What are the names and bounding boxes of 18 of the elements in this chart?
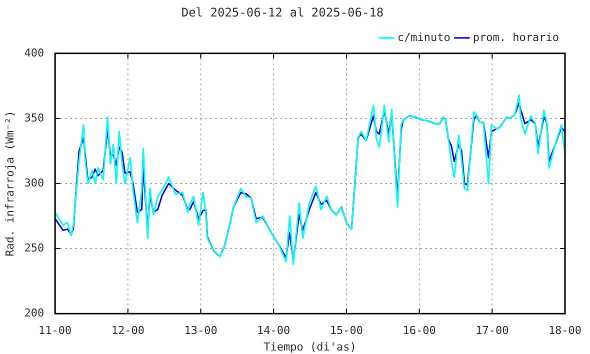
- y-tick-label: 250: [24, 241, 44, 254]
- y-tick-label: 350: [24, 111, 44, 124]
- x-tick-label: 17-00: [476, 324, 509, 338]
- chart-title: Del 2025-06-12 al 2025-06-18: [181, 5, 384, 20]
- x-tick-label: 18-00: [548, 324, 582, 338]
- x-tick-label: 11-00: [38, 324, 72, 338]
- y-tick-label: 200: [24, 306, 44, 320]
- legend-label: prom. horario: [472, 30, 559, 44]
- y-axis-title: Rad. infrarroja (Wm⁻²): [3, 110, 16, 256]
- y-tick-label: 400: [24, 46, 44, 60]
- x-axis-title: Tiempo (di'as): [264, 340, 356, 354]
- y-tick-label: 300: [24, 176, 44, 190]
- x-tick-label: 15-00: [330, 324, 364, 338]
- x-tick-label: 16-00: [402, 324, 436, 338]
- x-tick-label: 13-00: [184, 324, 218, 338]
- legend-label: c/minuto: [397, 30, 450, 44]
- x-tick-label: 12-00: [111, 324, 144, 338]
- x-tick-label: 14-00: [257, 324, 290, 338]
